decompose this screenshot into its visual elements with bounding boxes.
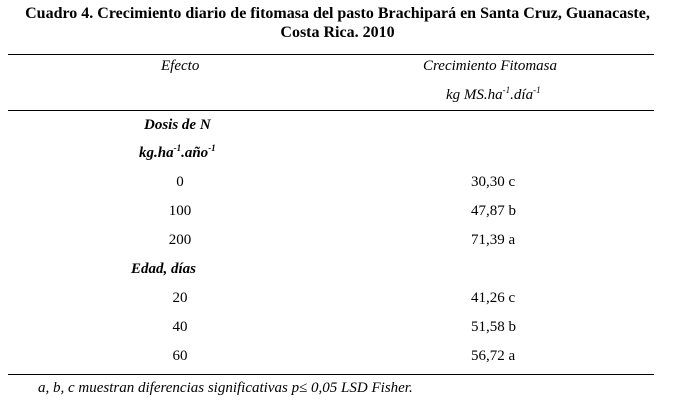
row-value: 47,87 b [471,203,516,219]
footnote: a, b, c muestran diferencias significati… [38,380,413,396]
bottom-rule [8,374,654,375]
group-title-edad: Edad, días [131,261,197,277]
header-unit: kg MS.ha-1.día-1 [446,85,541,104]
table-caption-line-2: Costa Rica. 2010 [280,24,395,41]
row-level: 200 [168,232,192,248]
header-rule [8,110,654,111]
table-caption-line-1: Cuadro 4. Crecimiento diario de fitomasa… [25,5,650,22]
top-rule [8,54,654,55]
row-value: 56,72 a [471,348,516,364]
row-level: 0 [176,174,184,190]
header-crecimiento-fitomasa: Crecimiento Fitomasa [423,58,558,74]
row-level: 20 [172,290,188,306]
row-value: 71,39 a [471,232,516,248]
row-level: 60 [172,348,188,364]
row-value: 30,30 c [471,174,516,190]
row-value: 41,26 c [471,290,516,306]
row-value: 51,58 b [471,319,516,335]
row-level: 40 [172,319,188,335]
group-title-dosis-n: Dosis de N [144,117,211,133]
group-unit-dosis-n: kg.ha-1.año-1 [139,143,216,162]
row-level: 100 [168,203,192,219]
header-efecto: Efecto [161,58,200,74]
